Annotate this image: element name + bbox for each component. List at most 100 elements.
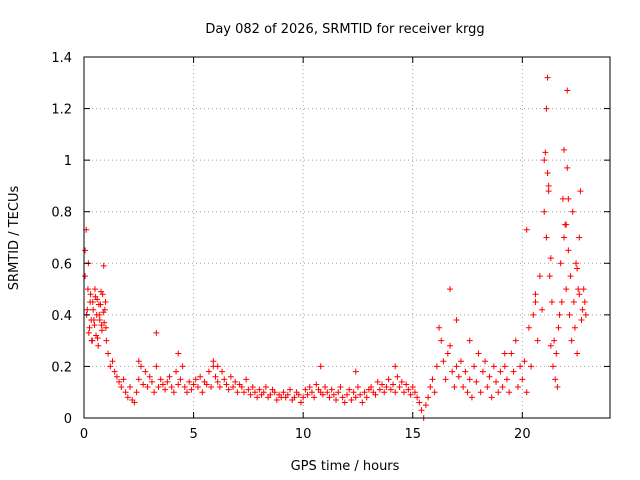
data-point [514, 384, 521, 391]
data-point [168, 384, 175, 391]
data-point [560, 146, 567, 153]
data-point [131, 399, 138, 406]
data-point [164, 378, 171, 385]
data-point [536, 273, 543, 280]
data-point [135, 376, 142, 383]
data-point [271, 389, 278, 396]
data-point [179, 363, 186, 370]
data-point [541, 208, 548, 215]
data-point [392, 363, 399, 370]
data-point [523, 226, 530, 233]
data-point [552, 376, 559, 383]
data-point [541, 157, 548, 164]
data-point [173, 368, 180, 375]
data-point [333, 396, 340, 403]
data-point [109, 358, 116, 365]
data-point [260, 389, 267, 396]
data-point [506, 389, 513, 396]
data-point [550, 363, 557, 370]
data-point [297, 399, 304, 406]
y-tick-label: 0.8 [51, 206, 72, 221]
data-point [144, 384, 151, 391]
data-point [190, 381, 197, 388]
data-point [214, 378, 221, 385]
data-point [153, 363, 160, 370]
data-point [468, 394, 475, 401]
data-point [287, 386, 294, 393]
data-point [479, 368, 486, 375]
data-point [188, 386, 195, 393]
data-point [225, 386, 232, 393]
data-point [341, 399, 348, 406]
x-tick-label: 15 [404, 427, 421, 442]
data-point [442, 376, 449, 383]
data-point [223, 381, 230, 388]
data-point [484, 384, 491, 391]
data-point [414, 394, 421, 401]
data-point [127, 384, 134, 391]
data-point [105, 350, 112, 357]
data-point [267, 391, 274, 398]
data-point [545, 182, 552, 189]
data-point [501, 363, 508, 370]
data-point [571, 324, 578, 331]
data-point [466, 376, 473, 383]
data-point [570, 298, 577, 305]
grid-lines [84, 57, 610, 418]
data-point [545, 188, 552, 195]
data-point [577, 188, 584, 195]
data-point [508, 350, 515, 357]
data-point [436, 324, 443, 331]
data-point [525, 324, 532, 331]
data-point [532, 298, 539, 305]
data-point [519, 376, 526, 383]
data-point [199, 389, 206, 396]
data-point [409, 384, 416, 391]
data-point [560, 234, 567, 241]
data-point [337, 384, 344, 391]
data-point [326, 394, 333, 401]
data-point [530, 311, 537, 318]
data-point [216, 384, 223, 391]
data-point [534, 337, 541, 344]
data-point [311, 394, 318, 401]
data-point [98, 288, 105, 295]
data-point [346, 386, 353, 393]
data-point [495, 389, 502, 396]
data-point [227, 373, 234, 380]
data-point [324, 389, 331, 396]
data-point [146, 373, 153, 380]
data-point [580, 286, 587, 293]
data-point [352, 368, 359, 375]
data-point [140, 381, 147, 388]
data-point [306, 384, 313, 391]
data-point [273, 396, 280, 403]
data-point [573, 260, 580, 267]
data-point [350, 389, 357, 396]
data-point [422, 402, 429, 409]
data-point [363, 394, 370, 401]
data-point [464, 389, 471, 396]
data-point [374, 378, 381, 385]
data-point [186, 378, 193, 385]
data-point [219, 368, 226, 375]
data-point [302, 386, 309, 393]
data-point [300, 394, 307, 401]
data-point [555, 324, 562, 331]
data-point [418, 407, 425, 414]
data-point [455, 373, 462, 380]
data-point [335, 389, 342, 396]
data-point [438, 337, 445, 344]
data-point [133, 389, 140, 396]
data-point [501, 350, 508, 357]
data-point [578, 317, 585, 324]
data-point [569, 208, 576, 215]
data-point [89, 337, 96, 344]
data-point [232, 378, 239, 385]
data-point [581, 298, 588, 305]
data-point [372, 391, 379, 398]
data-point [547, 255, 554, 262]
data-point [181, 384, 188, 391]
x-tick-label: 20 [514, 427, 531, 442]
